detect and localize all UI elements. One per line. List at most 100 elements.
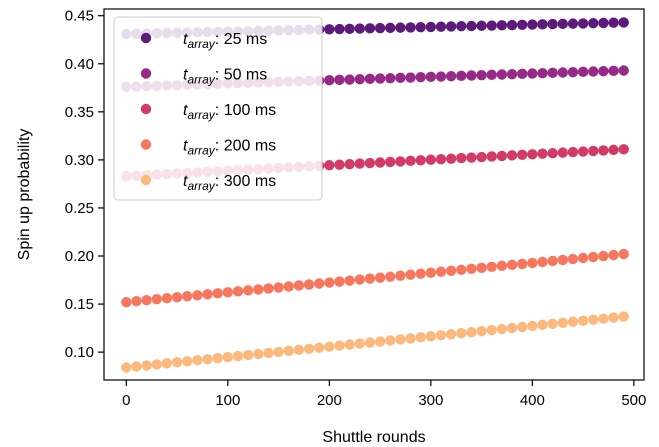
- data-point: [141, 360, 152, 371]
- data-point: [557, 147, 568, 158]
- data-point: [577, 66, 589, 78]
- legend-item: tarray: 200 ms: [140, 138, 276, 158]
- data-point: [577, 18, 589, 29]
- data-point: [456, 21, 467, 32]
- data-point: [537, 319, 548, 331]
- data-point: [527, 19, 538, 30]
- data-point: [171, 292, 183, 303]
- data-point: [618, 65, 629, 76]
- data-point: [445, 153, 457, 164]
- data-point: [435, 266, 447, 277]
- data-point: [466, 70, 477, 81]
- data-point: [567, 146, 579, 158]
- data-point: [222, 287, 234, 298]
- data-point: [425, 71, 437, 83]
- data-point: [324, 277, 335, 288]
- data-point: [324, 341, 335, 352]
- data-point: [354, 274, 365, 285]
- data-point: [598, 250, 609, 262]
- data-point: [598, 313, 609, 324]
- data-point: [344, 158, 355, 170]
- data-point: [588, 17, 599, 29]
- data-point: [425, 331, 437, 342]
- legend-marker: [140, 174, 152, 186]
- data-point: [588, 251, 599, 263]
- data-point: [588, 314, 599, 325]
- data-point: [415, 71, 426, 83]
- data-point: [476, 151, 487, 163]
- data-point: [161, 358, 173, 369]
- data-point: [121, 296, 132, 308]
- data-point: [334, 23, 345, 35]
- data-point: [567, 253, 579, 265]
- data-point: [598, 17, 609, 29]
- data-point: [547, 255, 558, 267]
- data-point: [283, 281, 294, 292]
- data-point: [344, 23, 355, 35]
- data-point: [557, 18, 568, 30]
- y-axis-label: Spin up probability: [16, 129, 33, 261]
- data-point: [161, 293, 173, 304]
- data-point: [395, 270, 406, 281]
- data-point: [456, 328, 467, 339]
- legend-marker: [140, 68, 152, 79]
- data-point: [537, 148, 548, 159]
- data-point: [324, 160, 335, 171]
- data-point: [445, 265, 457, 276]
- data-point: [445, 21, 457, 32]
- data-point: [456, 152, 467, 164]
- data-point: [364, 23, 376, 34]
- legend-marker: [140, 32, 152, 44]
- data-point: [385, 22, 396, 34]
- data-point: [313, 278, 325, 289]
- data-point: [476, 262, 487, 274]
- y-tick-label: 0.10: [65, 344, 94, 361]
- data-point: [557, 317, 568, 328]
- data-point: [303, 343, 315, 354]
- data-point: [598, 65, 609, 77]
- data-point: [405, 72, 416, 83]
- data-point: [374, 73, 386, 84]
- data-point: [395, 22, 406, 33]
- data-point: [527, 68, 538, 79]
- data-point: [364, 337, 376, 348]
- y-tick-label: 0.45: [65, 8, 94, 25]
- data-point: [557, 67, 568, 78]
- data-point: [364, 157, 376, 169]
- data-point: [415, 155, 426, 166]
- data-point: [273, 346, 284, 358]
- data-point: [232, 350, 244, 362]
- data-point: [324, 74, 335, 86]
- legend-item: tarray: 25 ms: [140, 31, 267, 51]
- y-tick-label: 0.40: [65, 56, 94, 73]
- legend-box: [113, 16, 323, 201]
- data-point: [385, 335, 396, 346]
- y-tick-label: 0.25: [65, 200, 94, 217]
- x-tick-label: 200: [317, 392, 342, 409]
- data-point: [567, 18, 579, 29]
- data-point: [212, 352, 223, 364]
- data-point: [131, 361, 142, 372]
- data-point: [456, 264, 467, 275]
- data-point: [537, 19, 548, 30]
- data-point: [334, 159, 345, 170]
- data-point: [242, 349, 254, 361]
- data-point: [385, 271, 396, 282]
- x-tick-label: 500: [621, 392, 646, 409]
- data-point: [506, 259, 518, 271]
- legend-label: tarray: 300 ms: [183, 173, 276, 193]
- data-point: [445, 70, 457, 82]
- legend-item: tarray: 300 ms: [140, 173, 276, 193]
- data-point: [517, 68, 528, 80]
- data-point: [618, 248, 629, 260]
- data-point: [486, 69, 497, 81]
- data-point: [456, 70, 467, 82]
- data-point: [374, 336, 386, 347]
- data-point: [577, 146, 589, 157]
- data-point: [527, 320, 538, 332]
- data-point: [171, 357, 183, 368]
- data-point: [334, 74, 345, 86]
- data-point: [506, 68, 518, 80]
- data-point: [618, 311, 629, 322]
